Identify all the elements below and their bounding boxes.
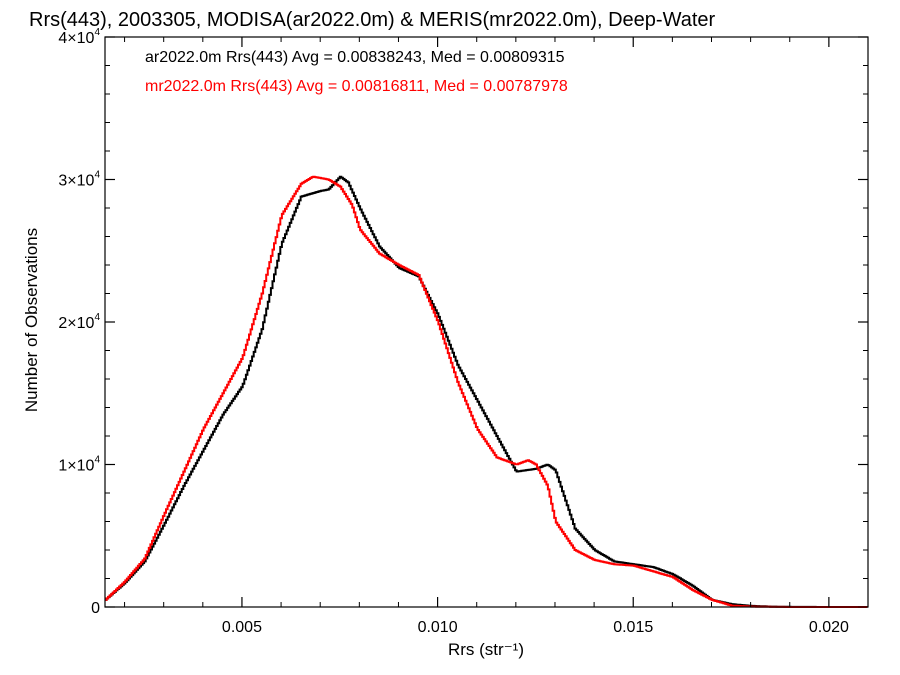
y-axis-label: Number of Observations <box>22 228 41 412</box>
x-tick-label: 0.020 <box>809 619 849 636</box>
y-tick-label: 2×104 <box>58 312 100 332</box>
chart-title: Rrs(443), 2003305, MODISA(ar2022.0m) & M… <box>29 9 716 31</box>
y-tick-label: 3×104 <box>58 170 100 190</box>
y-tick-label: 4×104 <box>58 27 100 47</box>
plot-area <box>105 175 868 608</box>
y-tick-label: 1×104 <box>58 455 100 475</box>
plot-frame <box>104 36 869 608</box>
legend-annotation-meris: mr2022.0m Rrs(443) Avg = 0.00816811, Med… <box>145 78 568 95</box>
x-tick-label: 0.010 <box>418 619 458 636</box>
axes: 0.005 0.010 0.015 0.020 0 1×104 2×104 3×104 4×10… <box>58 27 868 636</box>
x-tick-label: 0.015 <box>613 619 653 636</box>
series-line-1 <box>105 175 868 608</box>
legend-annotation-modisa: ar2022.0m Rrs(443) Avg = 0.00838243, Med… <box>145 49 565 66</box>
x-tick-label: 0.005 <box>222 619 262 636</box>
series-line-0 <box>105 175 868 608</box>
y-tick-label: 0 <box>91 600 100 617</box>
x-axis-label: Rrs (str⁻¹) <box>448 640 524 659</box>
